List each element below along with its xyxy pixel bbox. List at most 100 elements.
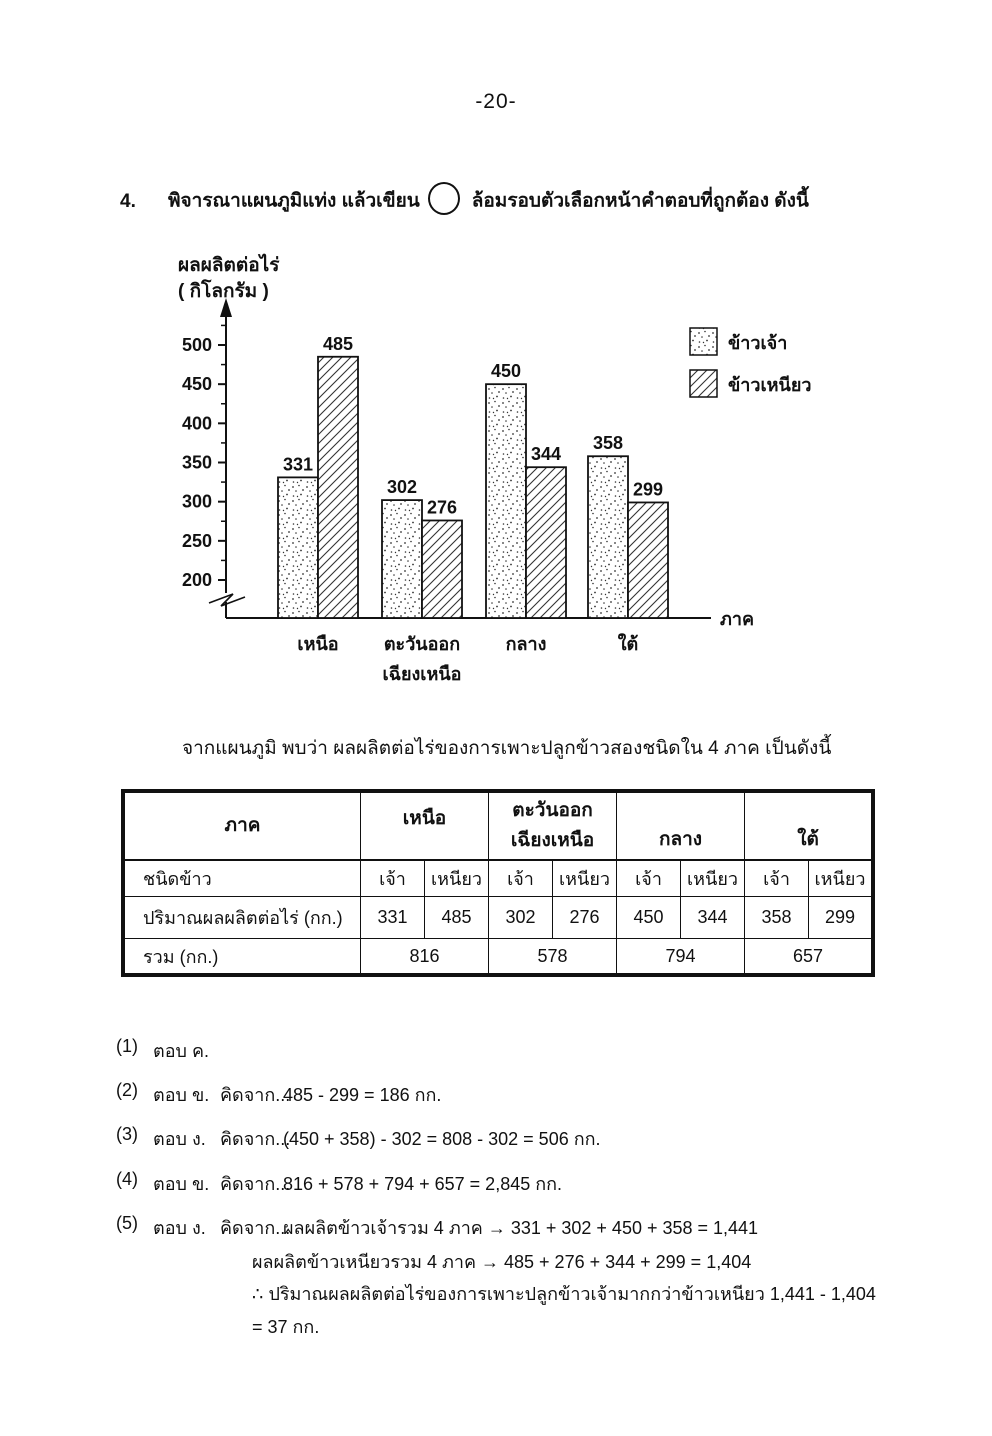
y-axis [208,298,246,618]
amount-cell: 302 [488,896,554,939]
answer-word: ตอบ [153,1129,187,1149]
answer-row-5: (5) ตอบ ง. คิดจาก... ผลผลิตข้าวเจ้ารวม 4… [0,1213,992,1243]
amount-row: ปริมาณผลผลิตต่อไร่ (กก.) 331 485 302 276… [123,896,874,939]
answer-method-label: คิดจาก... [220,1085,291,1105]
y-tick-label: 250 [182,531,212,551]
rice-type-cell: เหนียว [808,859,874,897]
bar-ข้าวเหนียว [421,519,463,619]
answer-work: 816 + 578 + 794 + 657 = 2,845 กก. [283,1174,563,1194]
axis-break-icon [208,593,246,607]
region-header-northeast-line2: เฉียงเหนือ [510,829,595,851]
bar-ข้าวเจ้า [587,455,629,619]
answer-work: 485 - 299 = 186 กก. [283,1085,442,1105]
bar-value-label: 358 [593,433,623,453]
answer-number: (5) [116,1213,138,1233]
amount-cell: 344 [680,896,746,939]
bar-value-label: 344 [531,444,561,464]
total-cell: 657 [744,938,874,975]
total-row-label: รวม (กก.) [123,938,361,975]
answer-method-label: คิดจาก... [220,1129,291,1149]
answer-work: (450 + 358) - 302 = 808 - 302 = 506 กก. [283,1129,601,1149]
answer-number: (1) [116,1036,138,1056]
rice-type-cell: เจ้า [616,859,682,897]
answer-word: ตอบ [153,1041,187,1061]
question-text-after: ล้อมรอบตัวเลือกหน้าคำตอบที่ถูกต้อง ดังนี… [471,190,809,212]
x-category-label: เหนือ [297,634,338,654]
bars-group: 331 302 450 358 485 276 344 299 [277,334,669,619]
y-axis-title-line2: ( กิโลกรัม ) [178,279,269,302]
y-tick-label: 350 [182,453,212,473]
question-text-before: พิจารณาแผนภูมิแท่ง แล้วเขียน [168,190,420,212]
answer-method-label: คิดจาก... [220,1218,291,1238]
x-category-label: ตะวันออก [384,634,460,654]
answer-number: (2) [116,1080,138,1100]
rice-type-cell: เจ้า [744,859,810,897]
x-category-label: ใต้ [618,633,638,654]
data-table: ภาค เหนือ ตะวันออก เฉียงเหนือ กลาง ใต้ ช… [120,789,876,977]
x-category-label: เฉียงเหนือ [383,664,462,684]
bar-ข้าวเจ้า [381,499,423,619]
answer-number: (4) [116,1169,138,1189]
answer-choice: ข. [192,1085,210,1105]
rice-type-cell: เหนียว [680,859,746,897]
intro-text: จากแผนภูมิ พบว่า ผลผลิตต่อไร่ของการเพาะป… [182,738,832,759]
answer-choice: ข. [192,1174,210,1194]
y-tick-label: 500 [182,335,212,355]
answer-work: ผลผลิตข้าวเจ้ารวม 4 ภาค → 331 + 302 + 45… [283,1218,759,1238]
x-category-label: กลาง [506,634,547,654]
answer-circle-icon [427,182,460,215]
page-number: -20- [475,90,517,113]
answer-number: (3) [116,1124,138,1144]
answer-word: ตอบ [153,1085,187,1105]
region-header-northeast: ตะวันออก เฉียงเหนือ [488,791,618,861]
bar-value-label: 276 [427,497,457,517]
answer-method-label: คิดจาก... [220,1174,291,1194]
bar-chart-svg: ผลผลิตต่อไร่ ( กิโลกรัม ) ภาค 200 250 300 3… [178,253,812,684]
region-header-northeast-line1: ตะวันออก [512,800,593,822]
question-line: 4. พิจารณาแผนภูมิแท่ง แล้วเขียน ล้อมรอบตัว… [120,182,920,221]
rice-type-cell: เจ้า [360,859,425,897]
answer-choice: ง. [192,1129,206,1149]
amount-cell: 485 [423,896,490,939]
y-ticks-group: 200 250 300 350 400 450 500 [182,324,226,590]
bar-value-label: 331 [283,454,313,474]
rice-type-row: ชนิดข้าว เจ้า เหนียว เจ้า เหนียว เจ้า เห… [123,859,874,897]
legend-label: ข้าวเจ้า [728,333,787,353]
amount-row-label: ปริมาณผลผลิตต่อไร่ (กก.) [123,896,361,939]
answer-work-line: ∴ ปริมาณผลผลิตต่อไร่ของการเพาะปลูกข้าวเจ… [252,1284,876,1304]
bar-chart: ผลผลิตต่อไร่ ( กิโลกรัม ) ภาค 200 250 300 3… [165,246,825,701]
legend-label: ข้าวเหนียว [728,375,812,395]
bar-value-label: 299 [633,479,663,499]
amount-cell: 358 [744,896,810,939]
bar-ข้าวเหนียว [627,501,669,619]
answer-work-line: = 37 กก. [252,1317,320,1337]
bar-ข้าวเหนียว [525,466,567,619]
answer-row-2: (2) ตอบ ข. คิดจาก... 485 - 299 = 186 กก. [0,1080,992,1110]
region-header-north: เหนือ [359,791,490,861]
total-cell: 794 [616,938,746,975]
y-axis-title-line1: ผลผลิตต่อไร่ [178,253,280,276]
table-header-row: ภาค เหนือ ตะวันออก เฉียงเหนือ กลาง ใต้ [123,791,874,861]
answer-row-1: (1) ตอบ ค. [0,1036,992,1066]
chart-legend: ข้าวเจ้าข้าวเหนียว [689,327,812,398]
y-tick-label: 200 [182,570,212,590]
x-axis-title: ภาค [720,609,754,629]
region-header-central: กลาง [616,791,746,861]
answer-word: ตอบ [153,1218,187,1238]
table-corner-cell: ภาค [123,791,361,861]
amount-cell: 299 [808,896,874,939]
question-number: 4. [120,190,136,212]
bar-ข้าวเจ้า [485,383,527,619]
total-row: รวม (กก.) 816 578 794 657 [123,938,874,975]
legend-swatch-diagonal-hatch [689,369,718,398]
total-cell: 816 [359,938,490,975]
answer-word: ตอบ [153,1174,187,1194]
amount-cell: 276 [552,896,618,939]
region-header-south: ใต้ [744,791,874,861]
answer-row-4: (4) ตอบ ข. คิดจาก... 816 + 578 + 794 + 6… [0,1169,992,1199]
legend-swatch-dots [689,327,718,356]
y-tick-label: 450 [182,374,212,394]
bar-value-label: 485 [323,334,353,354]
